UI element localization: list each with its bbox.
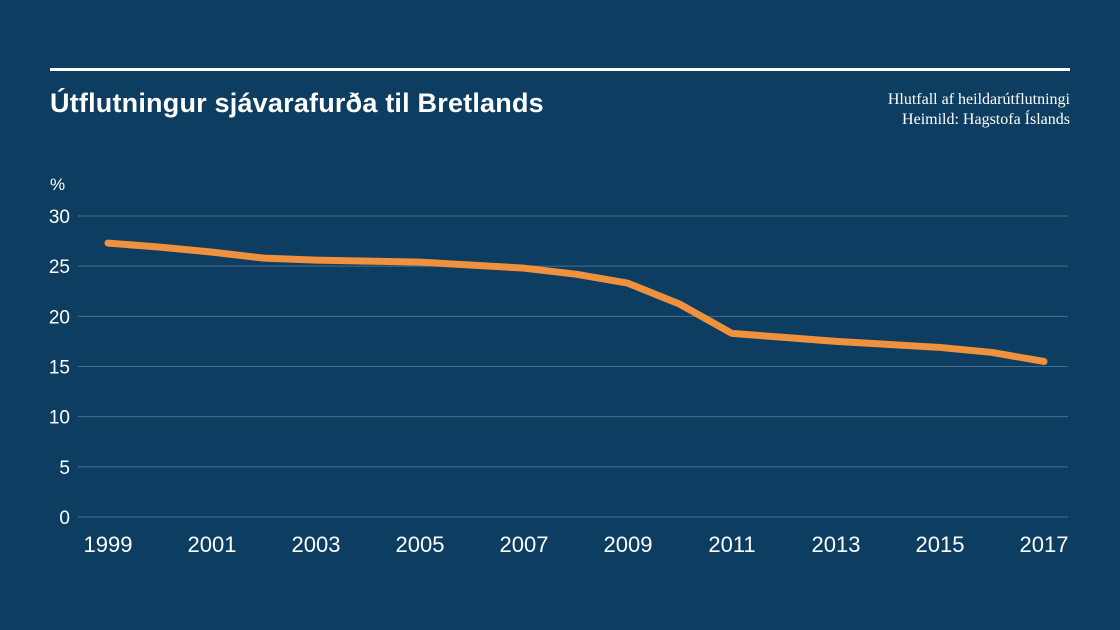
x-tick-label: 1999: [84, 532, 133, 557]
y-tick-label: 20: [49, 307, 70, 328]
chart-subtitle: Hlutfall af heildarútflutningi: [887, 91, 1070, 108]
x-tick-label: 2001: [188, 532, 237, 557]
page-title: Útflutningur sjávarafurða til Bretlands: [50, 88, 544, 118]
y-gridlines: [78, 215, 1068, 518]
x-tick-label: 2017: [1020, 532, 1069, 557]
data-line-series: [104, 239, 1048, 365]
x-tick-label: 2007: [500, 532, 549, 557]
y-tick-labels: 0 5 10 15 20 25 30: [49, 207, 70, 529]
x-tick-label: 2013: [812, 532, 861, 557]
y-tick-label: 30: [49, 207, 70, 228]
x-tick-label: 2015: [916, 532, 965, 557]
y-tick-label: 10: [49, 408, 70, 429]
x-tick-label: 2009: [604, 532, 653, 557]
y-tick-label: 25: [49, 257, 70, 278]
y-tick-label: 5: [59, 458, 70, 479]
y-tick-label: 0: [59, 508, 70, 529]
x-tick-label: 2005: [396, 532, 445, 557]
chart-source: Heimild: Hagstofa Íslands: [902, 111, 1070, 128]
x-tick-label: 2003: [292, 532, 341, 557]
y-tick-label: 15: [49, 358, 70, 379]
x-tick-label: 2011: [708, 532, 755, 557]
y-axis-unit-label: %: [50, 175, 65, 194]
x-tick-labels: 1999 2001 2003 2005 2007 2009 2011 2013 2015 2017: [84, 532, 1069, 557]
title-rule: [50, 68, 1070, 71]
chart-notes: Hlutfall af heildarútflutningi Heimild: …: [888, 90, 1070, 130]
